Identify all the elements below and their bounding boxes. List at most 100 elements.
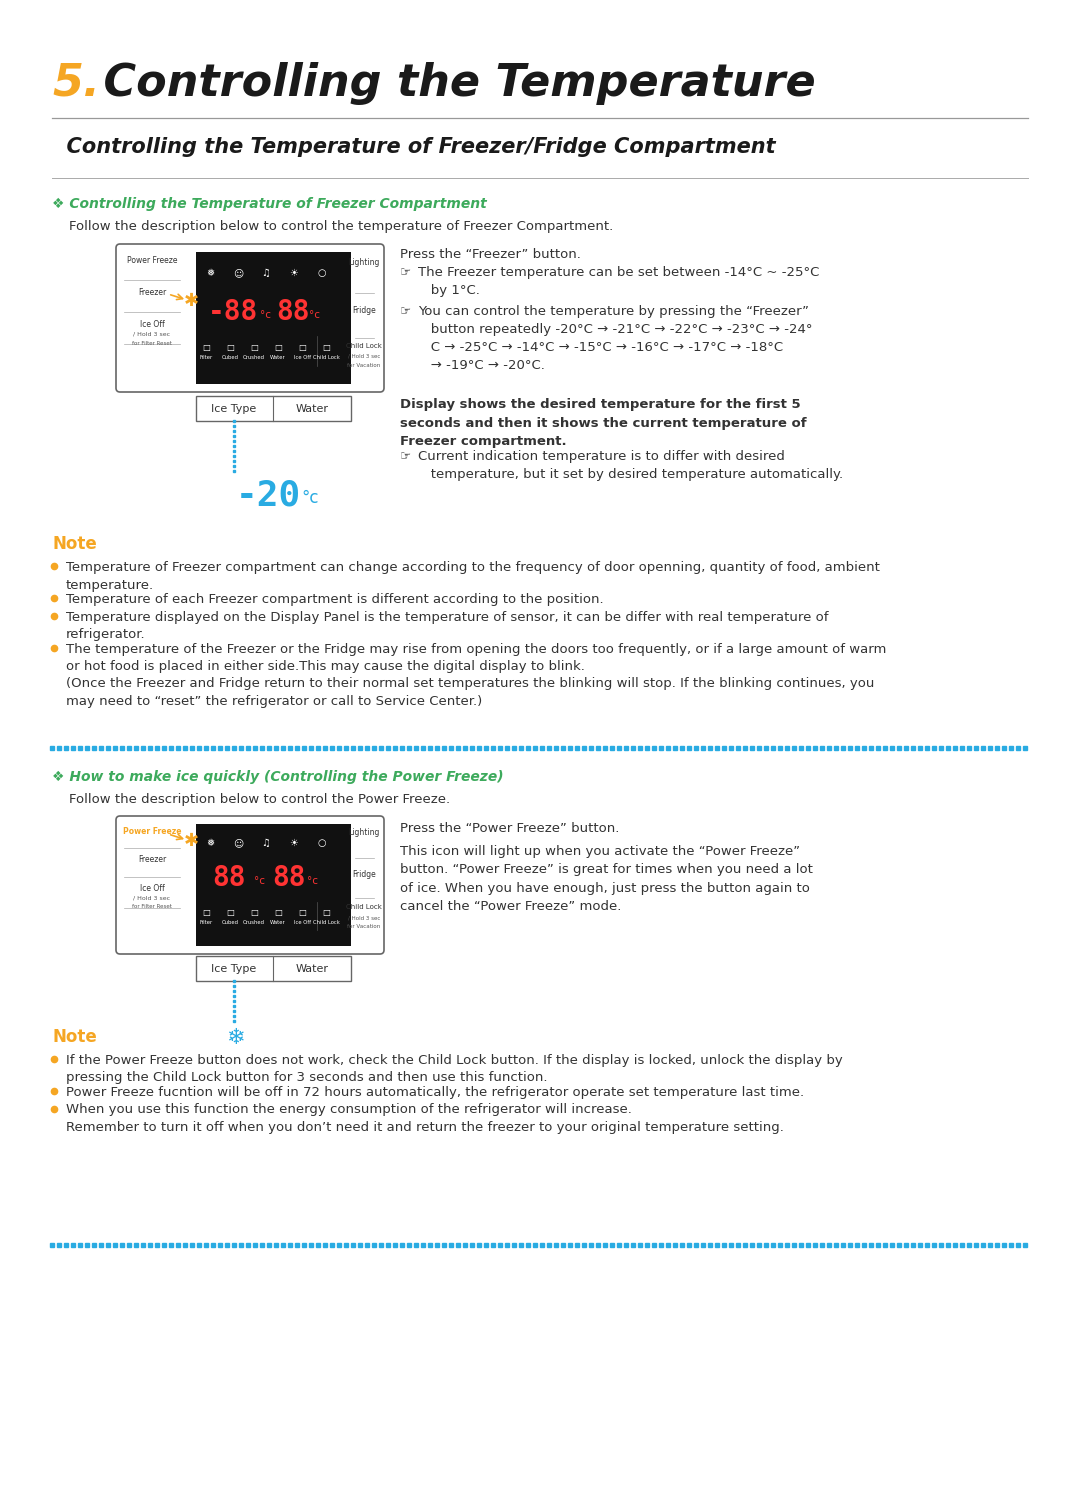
Bar xyxy=(195,396,351,421)
Text: for Filter Reset: for Filter Reset xyxy=(132,341,172,346)
Text: ❄: ❄ xyxy=(226,1028,245,1048)
Text: Child Lock: Child Lock xyxy=(346,904,382,910)
Text: Water: Water xyxy=(296,404,328,413)
Text: Freezer: Freezer xyxy=(138,855,166,864)
Text: Temperature of each Freezer compartment is different according to the position.: Temperature of each Freezer compartment … xyxy=(66,593,604,607)
Text: Child Lock: Child Lock xyxy=(312,920,339,925)
FancyBboxPatch shape xyxy=(116,244,384,393)
Text: Ice Off: Ice Off xyxy=(139,320,164,329)
Bar xyxy=(195,251,351,384)
Text: Child Lock: Child Lock xyxy=(312,355,339,360)
Text: 88: 88 xyxy=(212,864,245,892)
Text: Child Lock: Child Lock xyxy=(346,343,382,349)
Text: Lighting: Lighting xyxy=(349,828,380,837)
Text: Press the “Power Freeze” button.: Press the “Power Freeze” button. xyxy=(400,822,619,836)
Text: Note: Note xyxy=(52,535,97,553)
Text: □: □ xyxy=(226,909,234,917)
Text: Ice Off: Ice Off xyxy=(294,355,311,360)
Text: Display shows the desired temperature for the first 5
seconds and then it shows : Display shows the desired temperature fo… xyxy=(400,399,807,448)
Text: °c: °c xyxy=(301,489,319,507)
Text: Follow the description below to control the temperature of Freezer Compartment.: Follow the description below to control … xyxy=(52,220,613,233)
Text: Controlling the Temperature of Freezer/Fridge Compartment: Controlling the Temperature of Freezer/F… xyxy=(52,137,775,158)
Text: ☀: ☀ xyxy=(289,839,298,848)
Text: Crushed: Crushed xyxy=(243,355,265,360)
Text: ♫: ♫ xyxy=(261,268,270,278)
Text: Note: Note xyxy=(52,1028,97,1045)
Bar xyxy=(195,824,351,946)
Text: ☺: ☺ xyxy=(233,268,243,278)
Text: ☞: ☞ xyxy=(400,451,411,462)
Text: ☞: ☞ xyxy=(400,266,411,280)
Text: Temperature displayed on the Display Panel is the temperature of sensor, it can : Temperature displayed on the Display Pan… xyxy=(66,611,828,641)
Text: Power Freeze: Power Freeze xyxy=(126,256,177,265)
Text: Cubed: Cubed xyxy=(221,355,239,360)
Text: ☞: ☞ xyxy=(400,305,411,318)
Text: for Vacation: for Vacation xyxy=(348,363,380,367)
Text: Crushed: Crushed xyxy=(243,920,265,925)
Text: The Freezer temperature can be set between -14°C ~ -25°C
   by 1°C.: The Freezer temperature can be set betwe… xyxy=(418,266,820,297)
Text: Lighting: Lighting xyxy=(349,259,380,268)
Text: Temperature of Freezer compartment can change according to the frequency of door: Temperature of Freezer compartment can c… xyxy=(66,561,880,592)
Text: ❅: ❅ xyxy=(206,268,214,278)
Text: °c: °c xyxy=(260,309,271,320)
Text: Ice Type: Ice Type xyxy=(212,964,257,974)
Text: Press the “Freezer” button.: Press the “Freezer” button. xyxy=(400,248,581,262)
Text: °c: °c xyxy=(307,876,318,886)
Text: Water: Water xyxy=(296,964,328,974)
Text: 88: 88 xyxy=(276,297,310,326)
Text: If the Power Freeze button does not work, check the Child Lock button. If the di: If the Power Freeze button does not work… xyxy=(66,1054,842,1084)
Bar xyxy=(195,956,351,981)
Text: ❅: ❅ xyxy=(206,839,214,848)
Text: Cubed: Cubed xyxy=(221,920,239,925)
Text: Ice Type: Ice Type xyxy=(212,404,257,413)
Text: / Hold 3 sec: / Hold 3 sec xyxy=(348,354,380,358)
Text: Freezer: Freezer xyxy=(138,288,166,297)
Text: ♫: ♫ xyxy=(261,839,270,848)
Text: □: □ xyxy=(298,343,306,352)
Text: / Hold 3 sec: / Hold 3 sec xyxy=(134,895,171,900)
Text: ☺: ☺ xyxy=(233,839,243,848)
Text: □: □ xyxy=(226,343,234,352)
Text: □: □ xyxy=(322,909,329,917)
Text: Power Freeze: Power Freeze xyxy=(123,827,181,836)
Text: 88: 88 xyxy=(272,864,306,892)
Text: for Vacation: for Vacation xyxy=(348,923,380,929)
Text: ○: ○ xyxy=(318,839,326,848)
Text: □: □ xyxy=(202,343,210,352)
Text: ○: ○ xyxy=(318,268,326,278)
Text: Filter: Filter xyxy=(200,355,213,360)
Text: 5.: 5. xyxy=(52,62,99,106)
Text: Water: Water xyxy=(270,920,286,925)
Text: ✱: ✱ xyxy=(184,291,199,309)
Text: -20: -20 xyxy=(237,477,301,512)
Text: □: □ xyxy=(298,909,306,917)
Text: The temperature of the Freezer or the Fridge may rise from opening the doors too: The temperature of the Freezer or the Fr… xyxy=(66,642,887,708)
Text: Ice Off: Ice Off xyxy=(139,883,164,894)
Text: □: □ xyxy=(251,343,258,352)
Text: ❖ Controlling the Temperature of Freezer Compartment: ❖ Controlling the Temperature of Freezer… xyxy=(52,196,487,211)
Text: for Filter Reset: for Filter Reset xyxy=(132,904,172,909)
Text: Fridge: Fridge xyxy=(352,870,376,879)
FancyBboxPatch shape xyxy=(116,816,384,955)
Text: Current indication temperature is to differ with desired
   temperature, but it : Current indication temperature is to dif… xyxy=(418,451,843,480)
Text: ❖ How to make ice quickly (Controlling the Power Freeze): ❖ How to make ice quickly (Controlling t… xyxy=(52,770,503,784)
Text: Water: Water xyxy=(270,355,286,360)
Text: Power Freeze fucntion will be off in 72 hours automatically, the refrigerator op: Power Freeze fucntion will be off in 72 … xyxy=(66,1086,805,1099)
Text: / Hold 3 sec: / Hold 3 sec xyxy=(134,332,171,338)
Text: Filter: Filter xyxy=(200,920,213,925)
Text: Follow the description below to control the Power Freeze.: Follow the description below to control … xyxy=(52,793,450,806)
Text: □: □ xyxy=(322,343,329,352)
Text: Fridge: Fridge xyxy=(352,306,376,315)
Text: □: □ xyxy=(251,909,258,917)
Text: □: □ xyxy=(274,343,282,352)
Text: This icon will light up when you activate the “Power Freeze”
button. “Power Free: This icon will light up when you activat… xyxy=(400,845,813,913)
Text: ✱: ✱ xyxy=(184,833,199,851)
Text: When you use this function the energy consumption of the refrigerator will incre: When you use this function the energy co… xyxy=(66,1103,784,1135)
Text: / Hold 3 sec: / Hold 3 sec xyxy=(348,915,380,920)
Text: You can control the temperature by pressing the “Freezer”
   button repeatedly -: You can control the temperature by press… xyxy=(418,305,812,372)
Text: Controlling the Temperature: Controlling the Temperature xyxy=(87,62,815,106)
Text: -88: -88 xyxy=(208,297,258,326)
Text: °c: °c xyxy=(254,876,265,886)
Text: □: □ xyxy=(202,909,210,917)
Text: ☀: ☀ xyxy=(289,268,298,278)
